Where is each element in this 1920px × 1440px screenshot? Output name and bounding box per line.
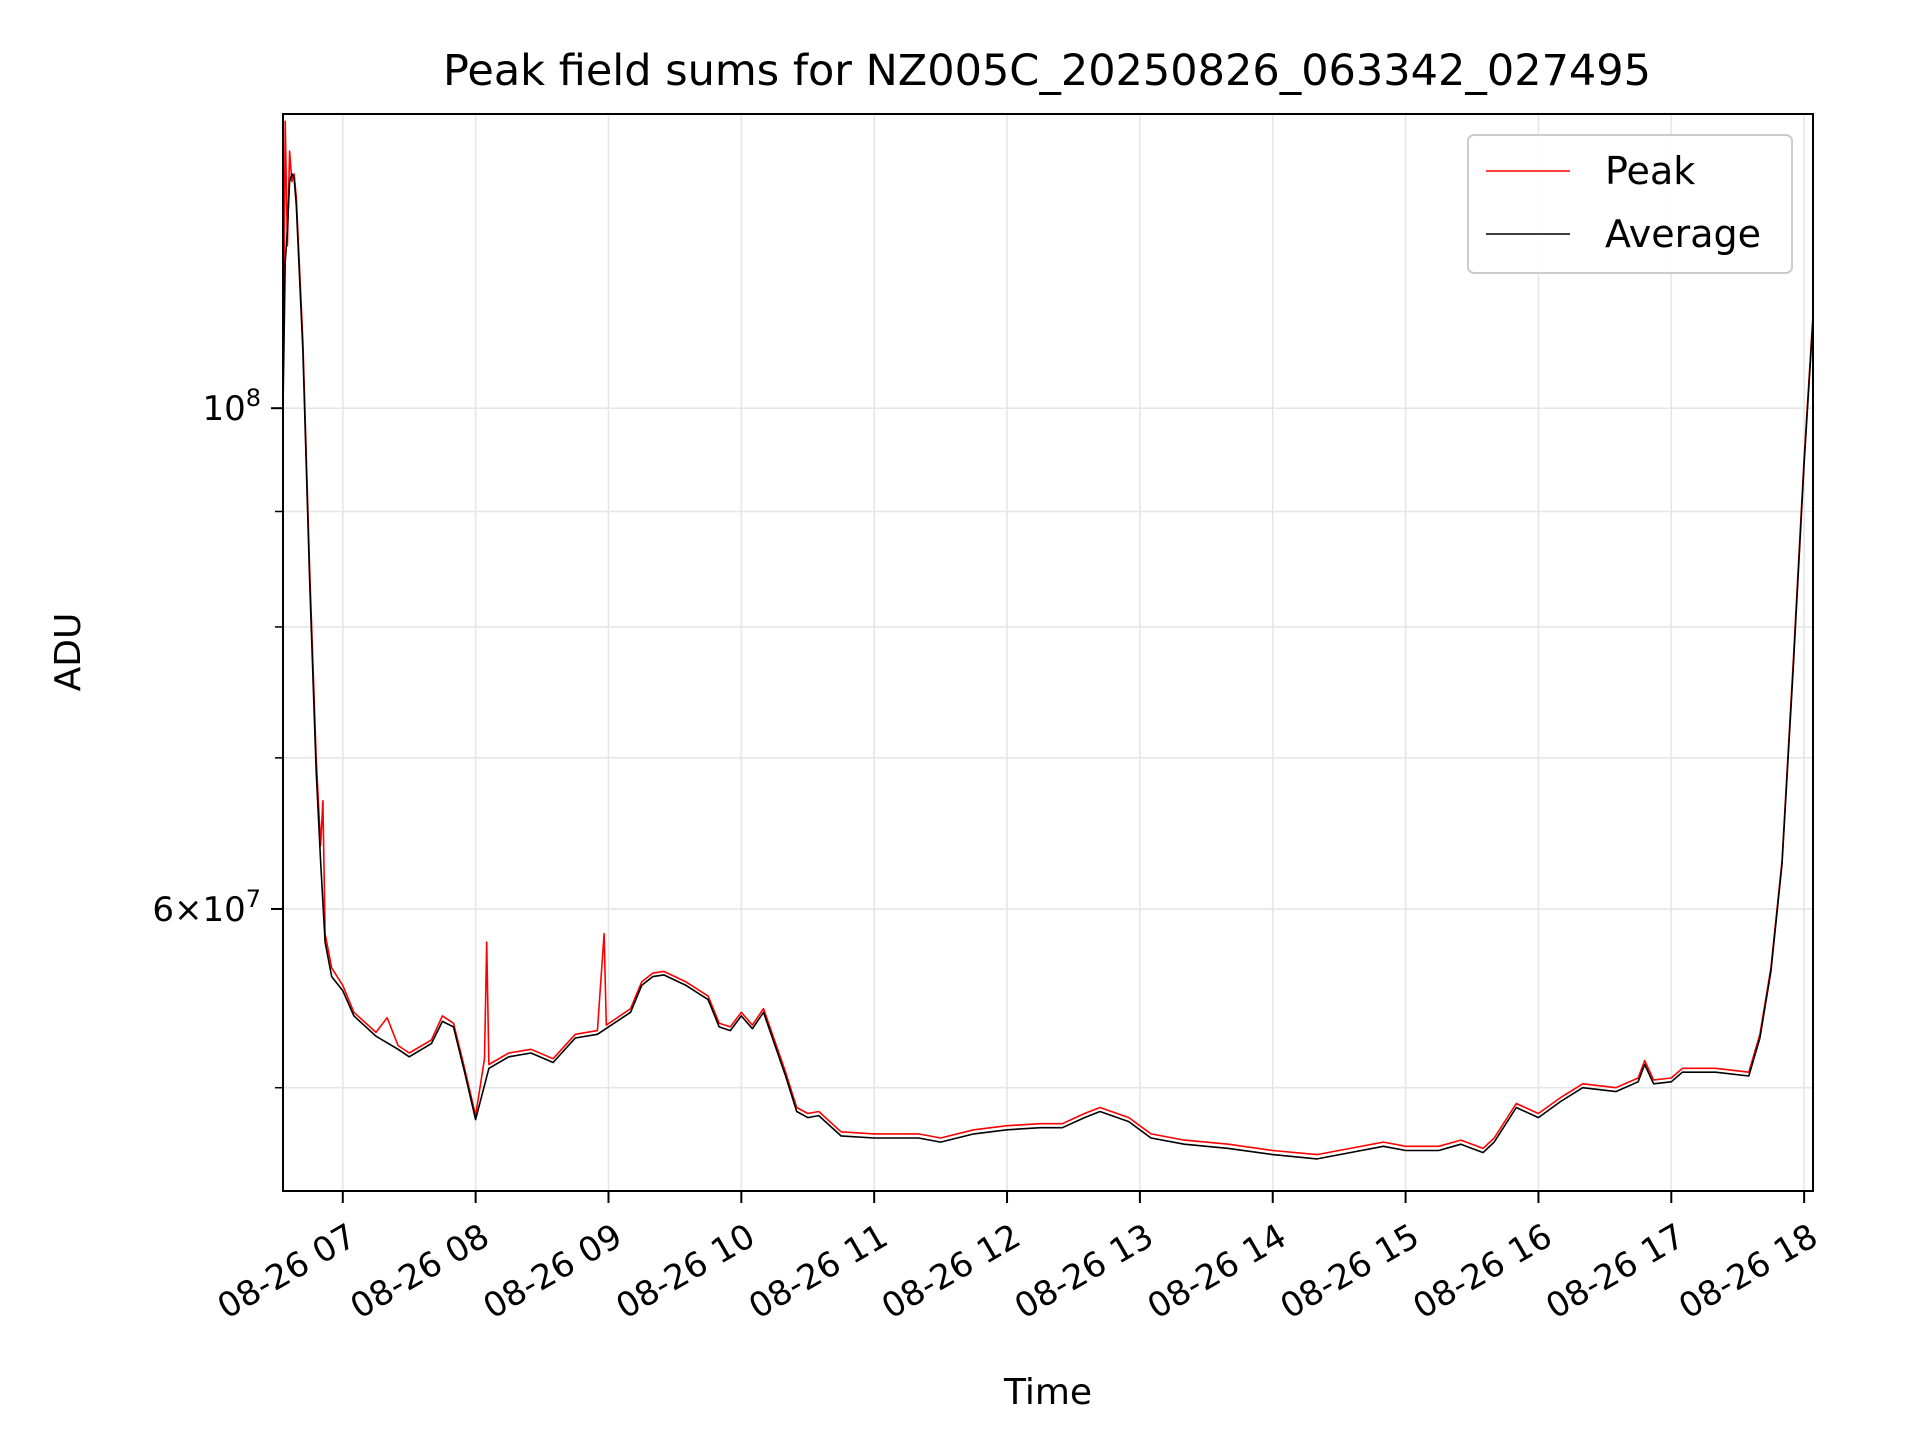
series-layer [283, 120, 1813, 1160]
grid-layer [283, 114, 1813, 1191]
plot-frame [282, 113, 1814, 1192]
y-tick-label: 108 [202, 384, 261, 429]
y-tick-label-part: 10 [202, 890, 245, 930]
y-tick-label-times: × [174, 890, 203, 930]
legend-frame [1467, 134, 1793, 274]
series-line-peak [283, 120, 1813, 1156]
y-axis-title: ADU [48, 613, 89, 692]
x-axis-title: Time [1003, 1372, 1092, 1413]
legend-label-average: Average [1605, 212, 1761, 256]
legend-label-peak: Peak [1605, 149, 1695, 193]
legend: Peak Average [1467, 134, 1793, 274]
y-tick-label-part: 7 [246, 885, 261, 913]
chart-title: Peak field sums for NZ005C_20250826_0633… [443, 46, 1651, 96]
y-tick-label-part: 8 [246, 384, 261, 412]
y-tick-label-part: 10 [202, 389, 245, 429]
y-tick-label: 6×107 [152, 885, 261, 930]
y-tick-label-part: 6 [152, 890, 174, 930]
series-line-average [283, 173, 1813, 1160]
